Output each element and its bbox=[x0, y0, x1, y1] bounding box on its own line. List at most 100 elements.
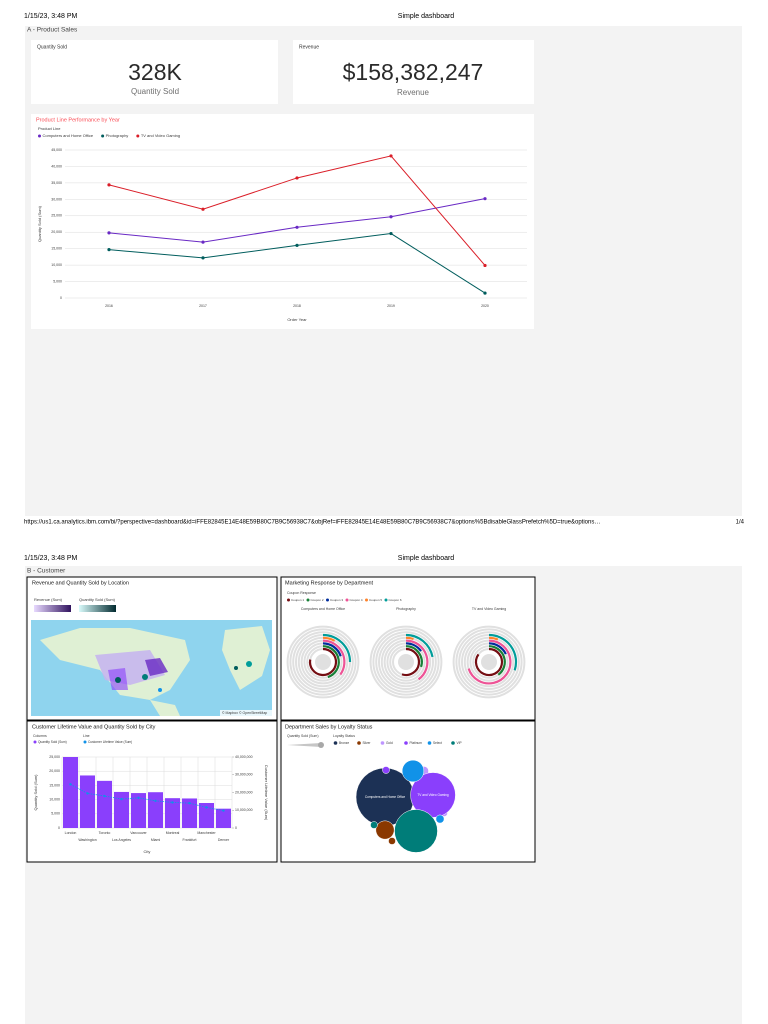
y2-axis-title: Customer Lifetime Value (Sum) bbox=[264, 765, 269, 821]
data-point bbox=[201, 207, 205, 211]
map-land bbox=[222, 626, 270, 690]
category-label: TV and Video Gaming bbox=[472, 607, 506, 611]
series-line bbox=[70, 783, 224, 811]
bubble bbox=[375, 820, 395, 840]
ring-arc bbox=[322, 636, 336, 642]
bar bbox=[165, 798, 180, 828]
map-land bbox=[150, 700, 180, 716]
y-tick-label: 15,000 bbox=[51, 247, 62, 251]
page-number: 1/4 bbox=[736, 520, 745, 526]
x-tick-label: London bbox=[65, 831, 77, 835]
legend-label: TV and Video Gaming bbox=[141, 133, 180, 138]
map-point bbox=[234, 666, 238, 670]
map-point bbox=[142, 674, 148, 680]
y2-tick-label: 0 bbox=[235, 826, 237, 830]
chart-title: Product Line Performance by Year bbox=[36, 117, 120, 123]
legend-title: Revenue (Sum) bbox=[34, 597, 63, 602]
ring-track bbox=[372, 628, 440, 696]
legend-swatch bbox=[384, 598, 388, 602]
x-axis-title: Order Year bbox=[287, 317, 307, 322]
ring-arc bbox=[488, 642, 507, 655]
legend-swatch bbox=[365, 598, 368, 602]
kpi-caption: Quantity Sold bbox=[131, 87, 179, 96]
y-tick-label: 35,000 bbox=[51, 181, 62, 185]
bar bbox=[97, 780, 112, 828]
legend-title: Columns bbox=[33, 734, 47, 738]
data-point bbox=[483, 197, 487, 201]
x-tick-label: Los Angeles bbox=[112, 838, 131, 842]
ring-track bbox=[292, 631, 354, 693]
legend-swatch bbox=[101, 134, 105, 138]
y-tick-label: 10,000 bbox=[51, 263, 62, 267]
panel-title: Revenue and Quantity Sold by Location bbox=[32, 580, 129, 586]
bubble bbox=[394, 809, 438, 853]
y-tick-label: 5,000 bbox=[53, 279, 62, 283]
legend-label: Computers and Home Office bbox=[43, 133, 94, 138]
ring-track bbox=[455, 628, 523, 696]
ring-arc bbox=[405, 642, 422, 652]
legend-label: Coupon 5 bbox=[369, 598, 382, 602]
y-tick-label: 10,000 bbox=[49, 798, 60, 802]
x-tick-label: 2016 bbox=[105, 304, 113, 308]
y-tick-label: 25,000 bbox=[49, 755, 60, 759]
chart-panel bbox=[31, 114, 534, 329]
size-legend-max bbox=[318, 742, 324, 748]
data-point bbox=[389, 215, 393, 219]
ring-arc bbox=[322, 642, 342, 657]
bubble bbox=[370, 821, 378, 829]
map-point bbox=[158, 688, 162, 692]
y-tick-label: 40,000 bbox=[51, 164, 62, 168]
legend-swatch bbox=[83, 740, 87, 744]
ring-arc bbox=[474, 647, 504, 677]
size-legend-ramp bbox=[287, 743, 321, 747]
ring-arc bbox=[405, 636, 414, 641]
data-point bbox=[86, 792, 89, 795]
bubble bbox=[435, 814, 445, 824]
ring-arc bbox=[488, 645, 506, 676]
legend-title: Quantity Sold (Sum) bbox=[79, 597, 116, 602]
x-tick-label: Frankfurt bbox=[182, 838, 196, 842]
bar bbox=[148, 792, 163, 828]
data-point bbox=[201, 256, 205, 260]
ring-track bbox=[452, 625, 526, 699]
legend-title: Product Line bbox=[38, 126, 61, 131]
legend-label: Photography bbox=[106, 133, 129, 138]
legend-swatch bbox=[136, 134, 140, 138]
x-tick-label: Manchester bbox=[197, 831, 216, 835]
ring-arc bbox=[467, 639, 512, 685]
bubble bbox=[382, 766, 390, 774]
y-tick-label: 0 bbox=[58, 826, 60, 830]
category-label: Computers and Home Office bbox=[301, 607, 345, 611]
legend-title: Line bbox=[83, 734, 90, 738]
x-tick-label: Washington bbox=[78, 838, 96, 842]
legend-label: VIP bbox=[457, 741, 462, 745]
y2-tick-label: 10,000,000 bbox=[235, 808, 253, 812]
kpi-caption: Revenue bbox=[397, 88, 430, 97]
legend-swatch bbox=[38, 134, 41, 138]
y-tick-label: 15,000 bbox=[49, 783, 60, 787]
legend-label: Customer Lifetime Value (Sum) bbox=[88, 740, 132, 744]
legend-label: Silver bbox=[363, 741, 372, 745]
data-point bbox=[107, 183, 111, 187]
kpi-card bbox=[31, 40, 278, 104]
ring-track bbox=[375, 631, 437, 693]
bar bbox=[114, 791, 129, 828]
legend-swatch bbox=[345, 598, 349, 602]
data-point bbox=[205, 806, 208, 809]
x-tick-label: Denver bbox=[218, 838, 230, 842]
size-legend-title: Quantity Sold (Sum) bbox=[287, 734, 319, 738]
data-point bbox=[137, 796, 140, 800]
legend-swatch bbox=[306, 598, 310, 602]
x-tick-label: Toronto bbox=[99, 831, 111, 835]
x-axis-title: City bbox=[144, 849, 151, 854]
data-point bbox=[188, 801, 191, 805]
bar bbox=[216, 808, 231, 828]
legend-label: Quantity Sold (Sum) bbox=[38, 740, 67, 744]
print-url: https://us1.ca.analytics.ibm.com/bi/?per… bbox=[24, 520, 600, 526]
data-point bbox=[103, 794, 106, 798]
bubble-label: Computers and Home Office bbox=[365, 795, 406, 799]
map-region bbox=[145, 658, 168, 676]
data-point bbox=[295, 243, 299, 247]
legend-gradient bbox=[34, 605, 71, 612]
